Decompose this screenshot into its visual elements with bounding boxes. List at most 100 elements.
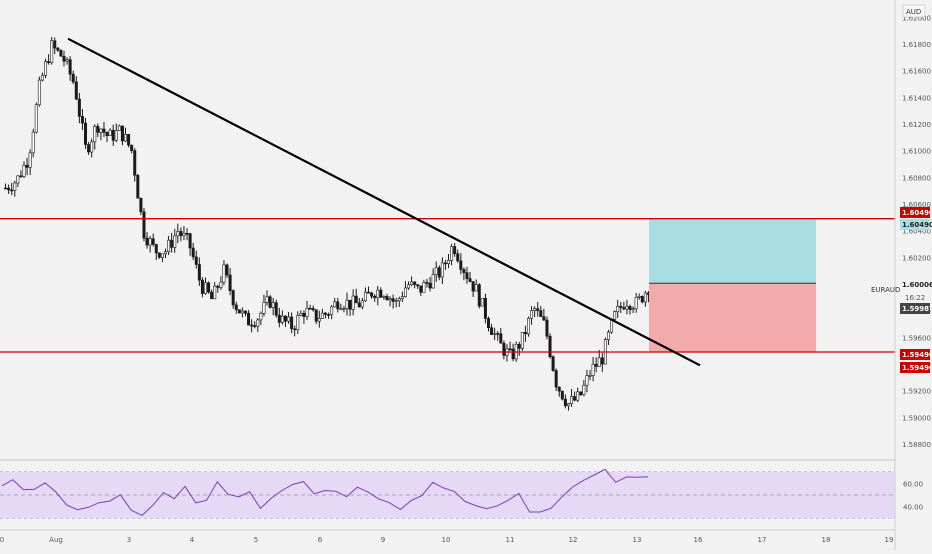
candle[interactable]: [40, 74, 44, 81]
candle[interactable]: [77, 98, 81, 117]
candle[interactable]: [173, 235, 177, 248]
candle[interactable]: [105, 132, 109, 137]
candle[interactable]: [566, 403, 570, 407]
candle[interactable]: [10, 189, 14, 192]
candle[interactable]: [160, 253, 164, 258]
candle[interactable]: [213, 285, 217, 300]
candle[interactable]: [410, 281, 414, 286]
candle[interactable]: [203, 282, 207, 294]
candle[interactable]: [477, 284, 481, 307]
candle[interactable]: [93, 126, 97, 143]
candle[interactable]: [480, 297, 484, 307]
candle[interactable]: [388, 298, 392, 301]
candle[interactable]: [225, 264, 229, 276]
candle[interactable]: [308, 308, 312, 310]
candle[interactable]: [462, 269, 466, 273]
candle[interactable]: [296, 315, 300, 330]
candle[interactable]: [634, 296, 638, 310]
candle[interactable]: [496, 333, 500, 335]
candle[interactable]: [542, 316, 546, 321]
candle[interactable]: [148, 238, 152, 246]
candle[interactable]: [357, 302, 361, 308]
candle[interactable]: [437, 267, 441, 278]
candle[interactable]: [597, 357, 601, 367]
candle[interactable]: [117, 125, 121, 131]
candle[interactable]: [197, 264, 201, 281]
candle[interactable]: [16, 175, 20, 184]
rsi-line[interactable]: [1, 468, 649, 516]
candle[interactable]: [274, 302, 278, 316]
candle[interactable]: [606, 331, 610, 340]
candle[interactable]: [253, 325, 257, 327]
candle[interactable]: [302, 313, 306, 317]
candle[interactable]: [62, 55, 66, 62]
candle[interactable]: [468, 278, 472, 282]
candle[interactable]: [533, 308, 537, 311]
candle[interactable]: [136, 174, 140, 199]
candle[interactable]: [311, 308, 315, 311]
candle[interactable]: [185, 232, 189, 235]
candle[interactable]: [13, 182, 17, 191]
candle[interactable]: [616, 305, 620, 312]
candle[interactable]: [619, 305, 623, 308]
candle[interactable]: [50, 40, 54, 63]
candle[interactable]: [170, 239, 174, 248]
candle[interactable]: [416, 284, 420, 287]
candle[interactable]: [588, 375, 592, 377]
candle[interactable]: [108, 129, 112, 137]
candle[interactable]: [379, 289, 383, 298]
candle[interactable]: [419, 285, 423, 293]
candle[interactable]: [293, 328, 297, 331]
candle[interactable]: [385, 296, 389, 301]
candle[interactable]: [453, 246, 457, 255]
candle[interactable]: [34, 104, 38, 133]
price-tag[interactable]: [900, 279, 930, 290]
candle[interactable]: [305, 308, 309, 317]
candle[interactable]: [277, 314, 281, 323]
candle[interactable]: [219, 281, 223, 288]
candle[interactable]: [114, 130, 118, 141]
candle[interactable]: [443, 262, 447, 265]
candle[interactable]: [551, 356, 555, 371]
candle[interactable]: [545, 319, 549, 337]
candle[interactable]: [539, 310, 543, 317]
candle[interactable]: [643, 292, 647, 303]
candle[interactable]: [330, 306, 334, 315]
candle[interactable]: [133, 150, 137, 176]
candle[interactable]: [474, 284, 478, 292]
candle[interactable]: [176, 231, 180, 237]
candle[interactable]: [557, 386, 561, 392]
candle[interactable]: [585, 375, 589, 386]
candle[interactable]: [486, 318, 490, 329]
candle[interactable]: [259, 313, 263, 321]
stop-loss-zone[interactable]: [649, 283, 816, 352]
candle[interactable]: [231, 290, 235, 306]
candle[interactable]: [367, 291, 371, 294]
candle[interactable]: [80, 116, 84, 124]
candle[interactable]: [354, 295, 358, 304]
candle[interactable]: [613, 311, 617, 320]
candle[interactable]: [84, 122, 88, 145]
candle[interactable]: [363, 291, 367, 302]
candle[interactable]: [44, 61, 48, 76]
candle[interactable]: [167, 239, 171, 252]
candle[interactable]: [434, 267, 438, 275]
candle[interactable]: [96, 126, 100, 133]
candle[interactable]: [188, 233, 192, 249]
candle[interactable]: [87, 144, 91, 153]
candle[interactable]: [28, 152, 32, 168]
candle[interactable]: [222, 264, 226, 283]
candle[interactable]: [287, 316, 291, 322]
candle[interactable]: [179, 231, 183, 236]
candle[interactable]: [394, 300, 398, 302]
candle[interactable]: [111, 129, 115, 141]
candle[interactable]: [237, 309, 241, 314]
candle[interactable]: [151, 238, 155, 245]
candle[interactable]: [56, 47, 60, 51]
candle[interactable]: [130, 144, 134, 151]
candle[interactable]: [333, 301, 337, 308]
candle[interactable]: [283, 315, 287, 322]
candle[interactable]: [53, 40, 57, 49]
candle[interactable]: [493, 333, 497, 335]
candle[interactable]: [490, 327, 494, 335]
